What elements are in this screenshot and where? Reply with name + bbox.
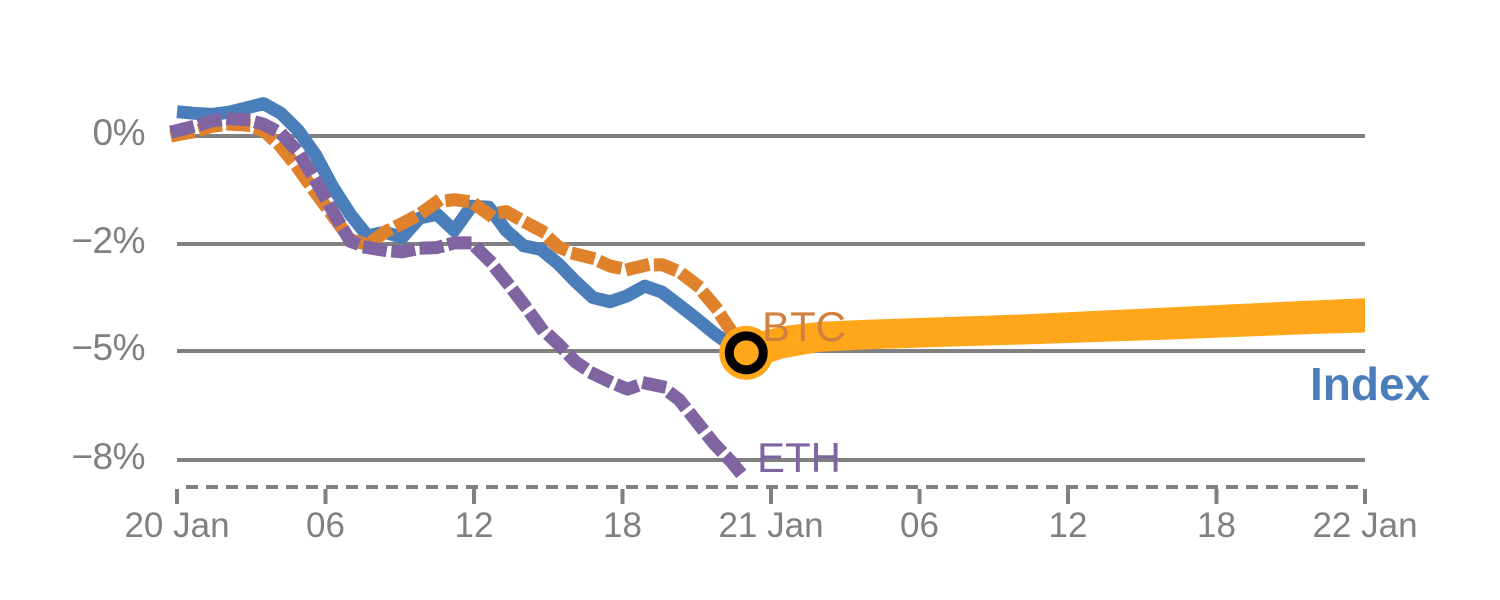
series-label-eth: ETH xyxy=(757,434,841,481)
y-axis-tick-label: −2% xyxy=(71,220,145,261)
series-label-btc: BTC xyxy=(762,303,846,350)
x-axis-tick-label: 12 xyxy=(1048,506,1088,545)
series-lines xyxy=(169,97,756,490)
series-label-index: Index xyxy=(1310,358,1431,410)
x-axis-tick-label: 06 xyxy=(306,506,345,545)
series-line-eth xyxy=(169,112,756,490)
x-axis-tick-label: 06 xyxy=(900,506,939,545)
y-axis-tick-label: 0% xyxy=(92,112,146,153)
x-axis-tick-label: 20 Jan xyxy=(124,506,230,545)
btc-forecast-band xyxy=(746,298,1365,371)
y-axis-tick-label: −8% xyxy=(71,436,145,477)
gridlines xyxy=(177,134,1365,462)
x-axis-tick-label: 21 Jan xyxy=(718,506,824,545)
forecast-band-area xyxy=(746,298,1365,371)
x-axis-tick-label: 18 xyxy=(1197,506,1236,545)
x-axis-tick-label: 18 xyxy=(603,506,642,545)
x-axis-tick-label: 22 Jan xyxy=(1312,506,1418,545)
y-axis-tick-label: −5% xyxy=(71,327,145,368)
marker-core[interactable] xyxy=(736,342,757,363)
series-line-btc xyxy=(169,117,756,362)
series-line-index xyxy=(176,97,750,359)
btc-current-marker[interactable] xyxy=(719,325,774,380)
x-axis-tick-label: 12 xyxy=(454,506,494,545)
marker-ring[interactable] xyxy=(724,331,768,375)
x-axis-ticks xyxy=(175,489,1367,504)
